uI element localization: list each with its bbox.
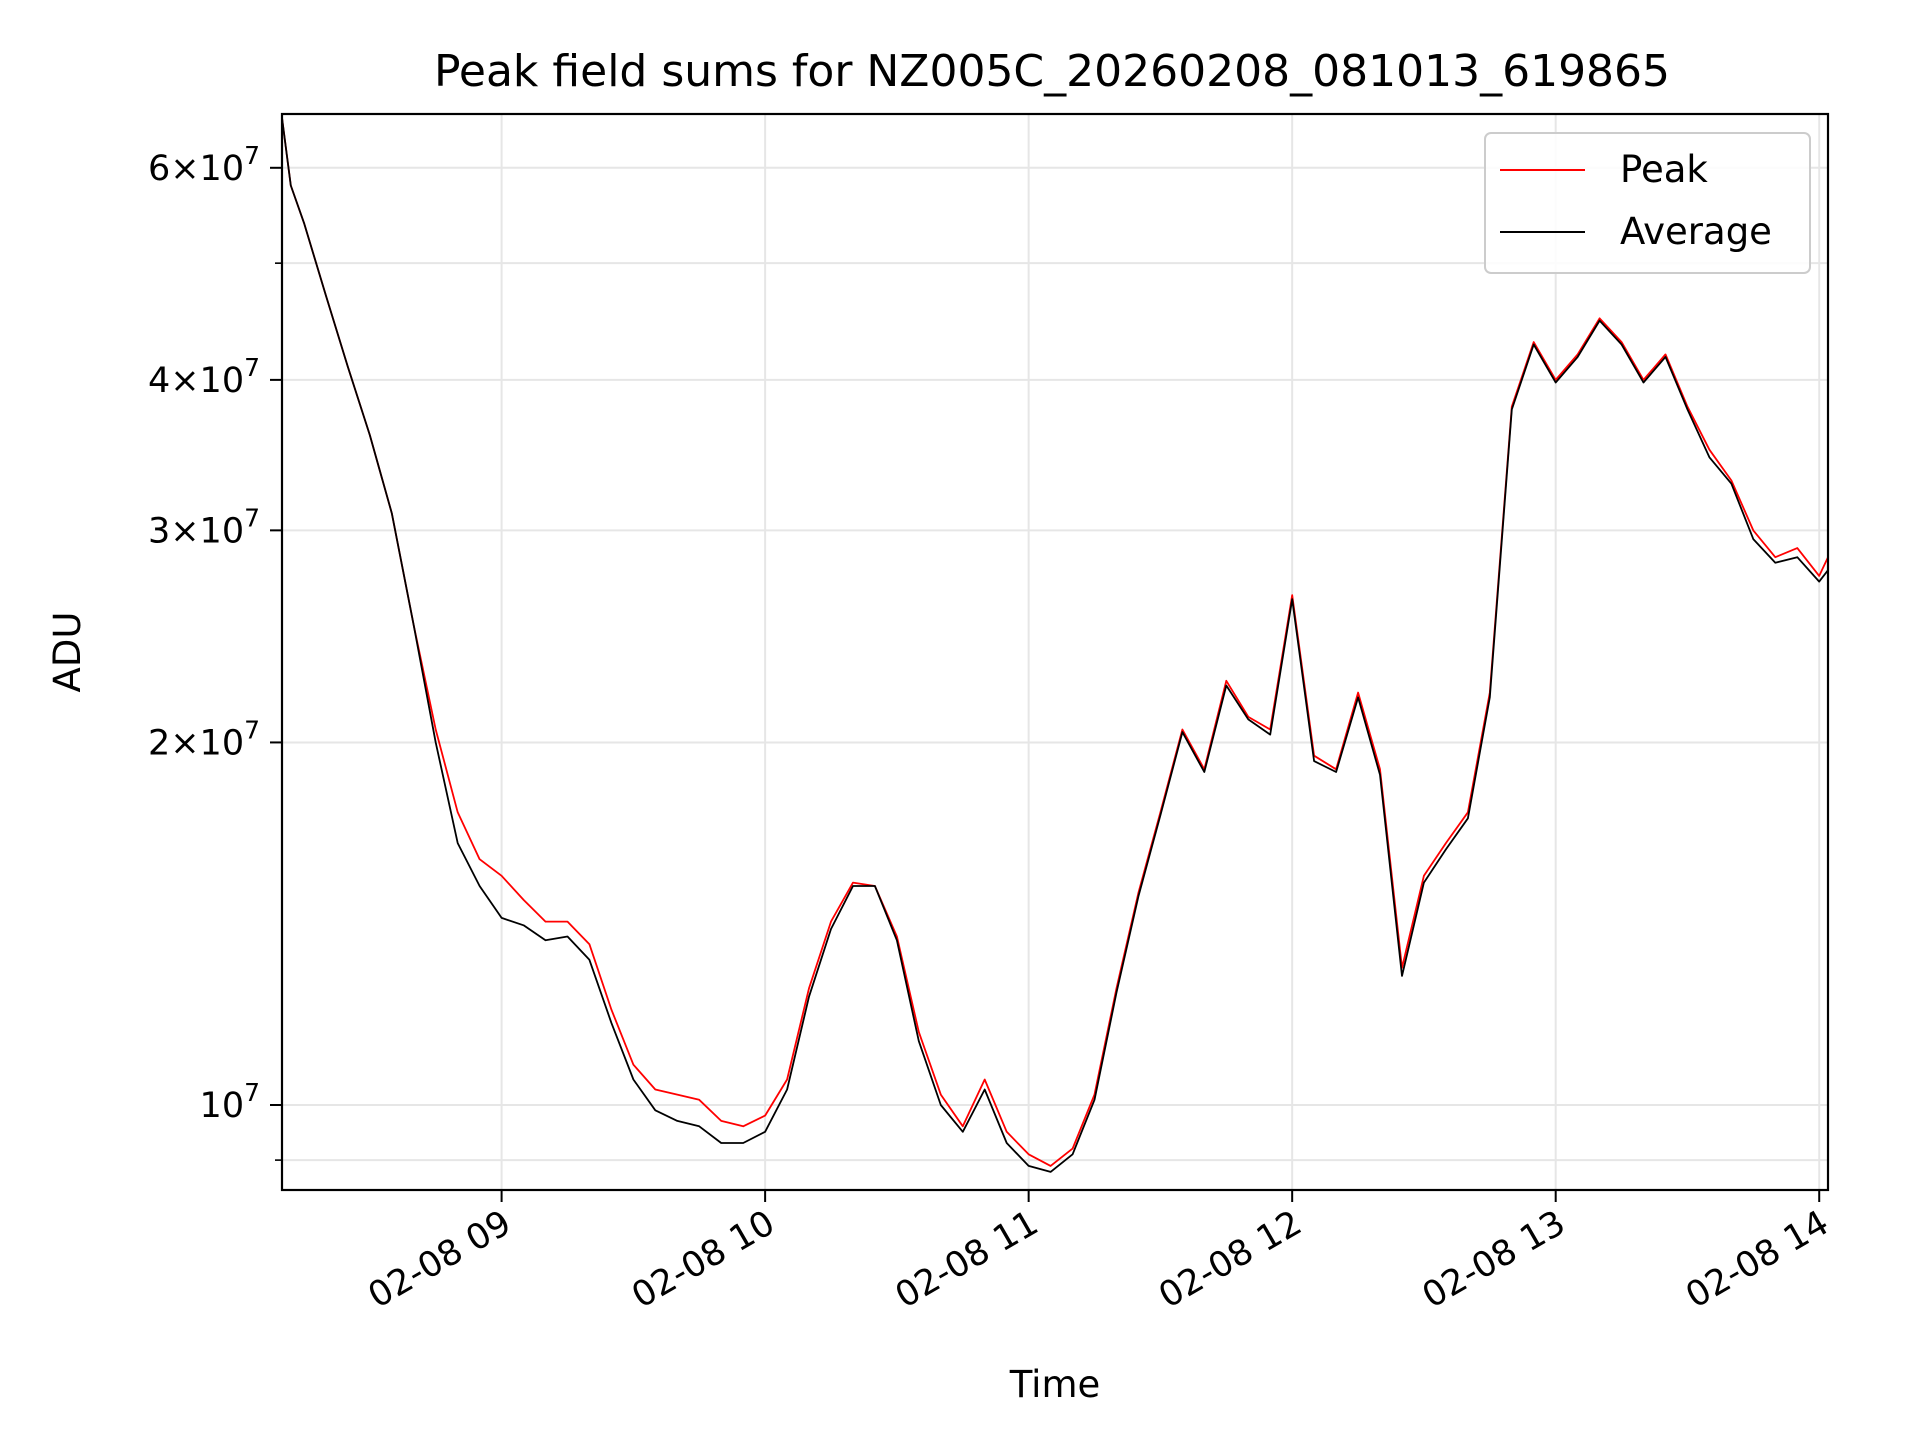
y-tick-label: 6×107 — [148, 141, 260, 189]
series-line-peak — [281, 117, 1829, 1167]
legend-average-label: Average — [1620, 210, 1772, 253]
y-tick-label: 2×107 — [148, 715, 260, 763]
chart-title: Peak field sums for NZ005C_20260208_0810… — [434, 46, 1670, 97]
y-tick-label: 3×107 — [148, 503, 260, 551]
legend-box — [1484, 132, 1811, 274]
legend: Peak Average — [1484, 132, 1811, 274]
plot-frame — [280, 112, 1830, 1192]
series-layer — [281, 117, 1829, 1173]
y-tick-label: 107 — [200, 1078, 260, 1126]
grid — [282, 114, 1828, 1190]
y-axis-label: ADU — [46, 612, 89, 693]
y-axis-ticks: 107 2×107 3×107 4×107 6×107 — [148, 141, 282, 1161]
x-axis-label: Time — [1009, 1363, 1101, 1406]
legend-peak-label: Peak — [1620, 148, 1708, 191]
y-tick-label: 4×107 — [148, 353, 260, 401]
series-line-average — [281, 117, 1829, 1173]
